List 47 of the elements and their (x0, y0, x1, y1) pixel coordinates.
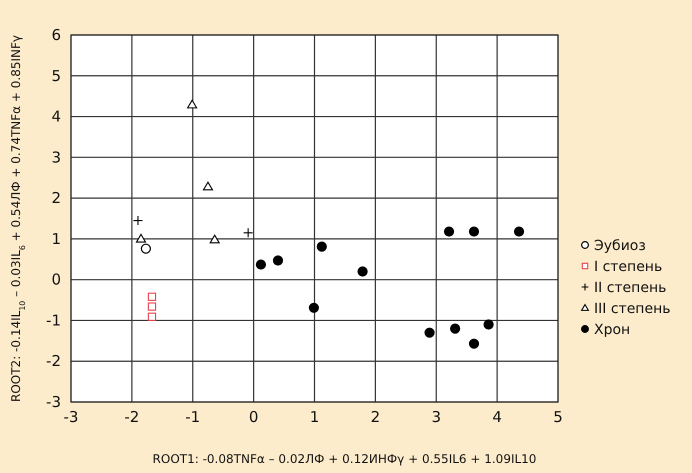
point (308, 302, 319, 313)
point (202, 182, 214, 190)
point (210, 234, 220, 244)
point (468, 338, 480, 349)
point (243, 228, 254, 238)
point (484, 319, 494, 330)
point (148, 292, 156, 301)
point (132, 215, 144, 226)
x-tick-label: -1 (185, 408, 200, 426)
x-tick-label: 4 (492, 408, 502, 426)
point (148, 302, 156, 311)
y-tick-label: 3 (51, 148, 61, 166)
y-tick-label: -3 (46, 393, 61, 411)
y-tick-label: 5 (51, 66, 61, 85)
x-tick-label: 1 (310, 408, 320, 426)
y-tick-label: 2 (51, 189, 61, 208)
point (272, 255, 284, 266)
point (136, 234, 146, 243)
point (468, 226, 480, 237)
point (424, 328, 435, 338)
point (316, 242, 327, 252)
x-tick-label: 3 (431, 408, 442, 426)
y-tick-label: 6 (51, 26, 61, 44)
point (140, 244, 151, 254)
point (450, 324, 460, 334)
legend-label: Эубиоз (594, 238, 646, 254)
x-tick-label: 5 (553, 408, 563, 426)
y-tick-label: -2 (46, 352, 61, 370)
point (444, 226, 454, 237)
x-tick-label: -3 (64, 408, 78, 426)
point (148, 312, 156, 321)
legend-label: I степень (594, 259, 662, 275)
x-tick-label: 2 (370, 408, 380, 426)
point (514, 226, 524, 237)
legend-label: II степень (594, 280, 666, 296)
point (187, 100, 198, 108)
point (357, 266, 368, 277)
legend-label: Хрон (594, 322, 630, 338)
x-tick-label: -2 (124, 408, 140, 426)
legend-label: III степень (594, 301, 670, 317)
y-tick-label: 1 (51, 230, 61, 248)
x-axis-title: ROOT1: -0.08TNFα – 0.02ЛФ + 0.12ИНФγ + 0.55IL6 + 1.09IL10 (152, 452, 536, 466)
y-tick-label: 0 (51, 270, 61, 289)
point (256, 259, 266, 270)
x-tick-label: 0 (248, 408, 258, 426)
y-tick-label: 4 (51, 108, 61, 126)
y-tick-label: -1 (46, 311, 61, 330)
